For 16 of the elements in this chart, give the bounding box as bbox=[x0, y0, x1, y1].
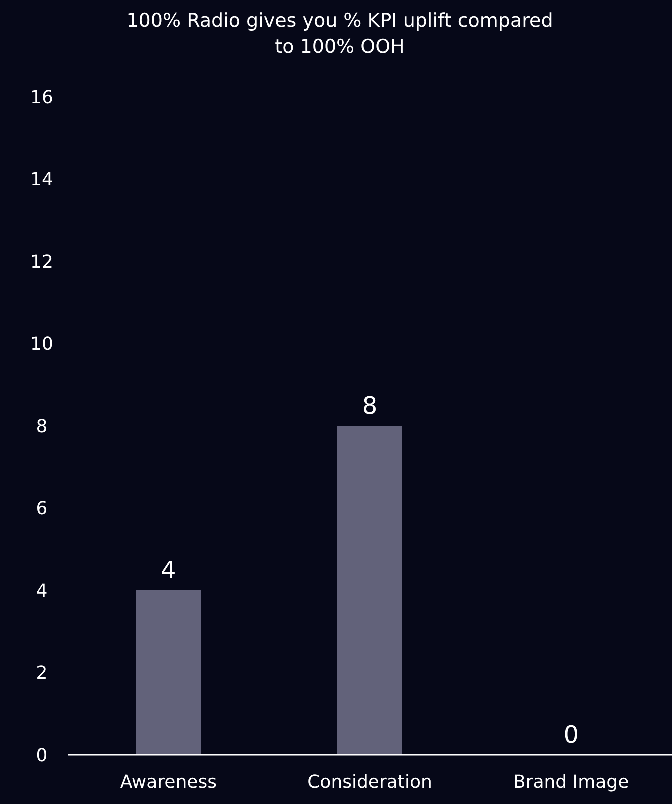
y-tick-label: 16 bbox=[30, 87, 54, 108]
y-tick-label: 14 bbox=[30, 170, 54, 191]
data-label: 4 bbox=[161, 556, 176, 584]
y-tick-label: 12 bbox=[30, 252, 54, 273]
y-tick-label: 2 bbox=[36, 663, 48, 684]
x-tick-label: Awareness bbox=[120, 772, 217, 793]
data-label: 0 bbox=[564, 721, 579, 749]
chart-title: 100% Radio gives you % KPI uplift compared to 100% OOH bbox=[126, 9, 554, 60]
y-tick-label: 10 bbox=[30, 334, 54, 356]
data-label: 8 bbox=[362, 392, 378, 420]
y-tick-label: 6 bbox=[36, 498, 48, 520]
y-tick-label: 0 bbox=[36, 745, 48, 766]
y-tick-label: 4 bbox=[36, 580, 48, 602]
x-tick-label: Consideration bbox=[308, 772, 432, 793]
x-tick-label: Brand Image bbox=[513, 772, 630, 793]
y-tick-label: 8 bbox=[36, 416, 48, 438]
